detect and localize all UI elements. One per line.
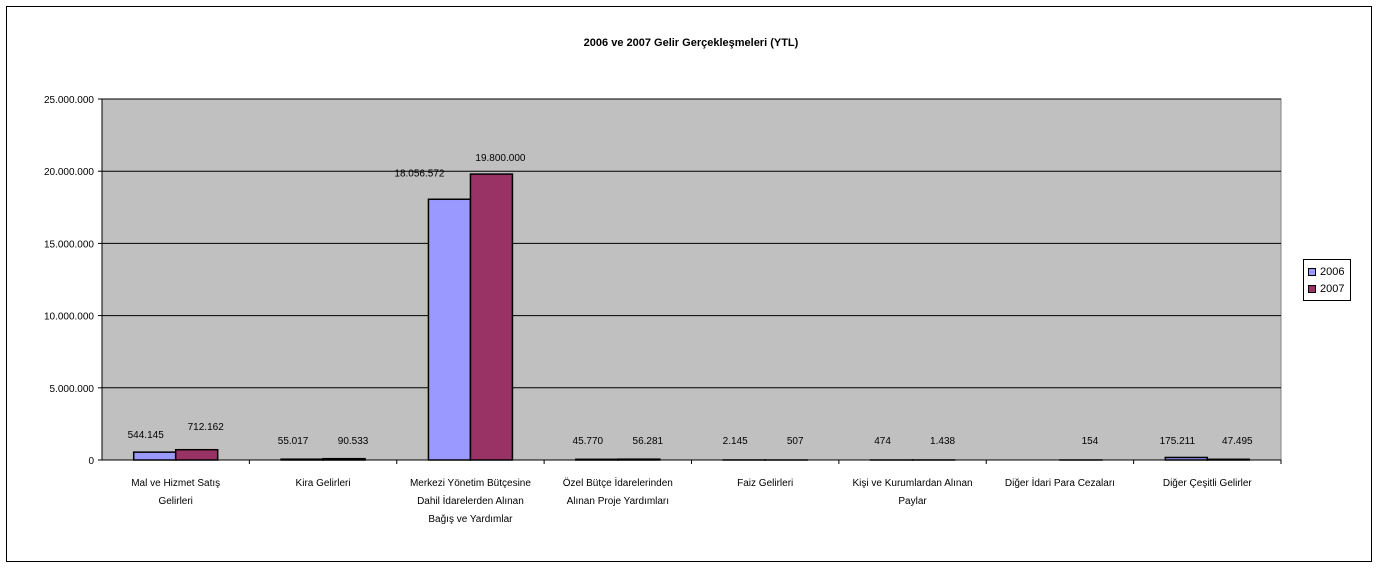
x-tick-label: Merkezi Yönetim Bütçesine bbox=[410, 478, 531, 489]
data-label-2007: 90.533 bbox=[338, 436, 369, 447]
legend: 2006 2007 bbox=[1303, 259, 1351, 301]
y-tick-label: 0 bbox=[88, 456, 94, 467]
data-label-2006: 55.017 bbox=[278, 436, 309, 447]
data-label-2006: 544.145 bbox=[128, 430, 165, 441]
x-tick-label: Gelirleri bbox=[158, 496, 192, 507]
bar-2006 bbox=[132, 451, 177, 461]
x-tick-label: Kişi ve Kurumlardan Alınan bbox=[853, 478, 973, 489]
legend-label-2007: 2007 bbox=[1320, 283, 1345, 295]
x-tick-label: Kira Gelirleri bbox=[296, 478, 351, 489]
data-label-2006: 474 bbox=[874, 436, 891, 447]
legend-swatch-2006 bbox=[1308, 268, 1316, 276]
x-tick-label: Alınan Proje Yardımları bbox=[567, 496, 669, 507]
x-tick-label: Mal ve Hizmet Satış bbox=[131, 478, 220, 489]
data-label-2006: 45.770 bbox=[573, 436, 604, 447]
data-label-2006: 18.056.572 bbox=[394, 168, 444, 179]
y-tick-label: 25.000.000 bbox=[44, 95, 94, 106]
y-tick-label: 10.000.000 bbox=[44, 312, 94, 323]
data-label-2006: 2.145 bbox=[723, 436, 748, 447]
x-tick-label: Diğer Çeşitli Gelirler bbox=[1163, 478, 1253, 489]
bar-2006 bbox=[575, 458, 619, 461]
legend-swatch-2007 bbox=[1308, 285, 1316, 293]
x-tick-label: Özel Bütçe İdarelerinden bbox=[563, 476, 673, 489]
y-tick-label: 5.000.000 bbox=[50, 384, 95, 395]
legend-label-2006: 2006 bbox=[1320, 266, 1345, 278]
x-tick-label: Diğer İdari Para Cezaları bbox=[1005, 476, 1115, 489]
bar-2007 bbox=[322, 457, 366, 461]
data-label-2007: 1.438 bbox=[930, 436, 955, 447]
legend-item-2007: 2007 bbox=[1308, 282, 1344, 296]
data-label-2007: 19.800.000 bbox=[475, 153, 525, 164]
legend-item-2006: 2006 bbox=[1308, 265, 1344, 279]
data-label-2007: 507 bbox=[787, 436, 804, 447]
bar-2007 bbox=[174, 448, 219, 461]
bar-2006 bbox=[280, 458, 324, 461]
data-label-2007: 712.162 bbox=[188, 422, 225, 433]
y-tick-label: 15.000.000 bbox=[44, 239, 94, 250]
chart-title: 2006 ve 2007 Gelir Gerçekleşmeleri (YTL) bbox=[584, 37, 799, 49]
x-tick-label: Paylar bbox=[898, 496, 927, 507]
bar-2007 bbox=[1206, 458, 1251, 461]
bar-2006 bbox=[1164, 456, 1209, 461]
bar-2007 bbox=[617, 458, 661, 461]
data-label-2006: 175.211 bbox=[1160, 436, 1196, 447]
bar-2007 bbox=[469, 173, 514, 461]
x-tick-label: Faiz Gelirleri bbox=[737, 478, 793, 489]
data-label-2007: 56.281 bbox=[633, 436, 664, 447]
data-label-2007: 154 bbox=[1082, 436, 1099, 447]
x-tick-label: Bağış ve Yardımlar bbox=[428, 514, 513, 525]
x-tick-label: Dahil İdarelerden Alınan bbox=[417, 494, 524, 507]
bar-2006 bbox=[427, 198, 472, 461]
y-tick-label: 20.000.000 bbox=[44, 167, 94, 178]
data-label-2007: 47.495 bbox=[1222, 436, 1253, 447]
plot-area bbox=[101, 98, 1282, 461]
